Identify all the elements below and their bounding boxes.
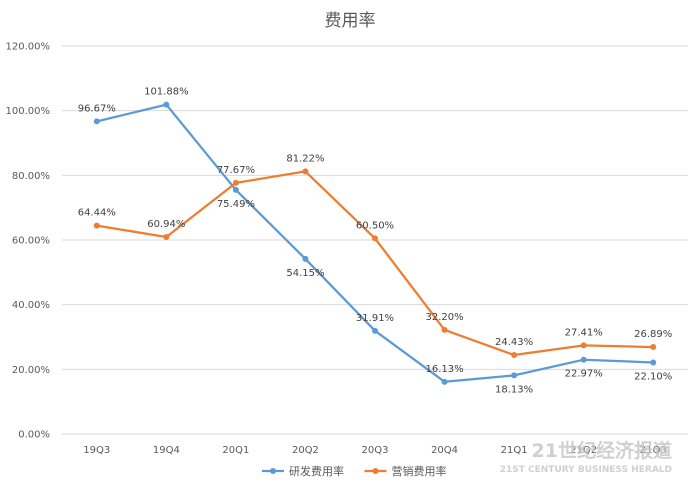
x-axis: 19Q3 19Q4 20Q1 20Q2 20Q3 20Q4 21Q1 21Q2 21Q3 [83,445,666,456]
x-tick-label: 21Q2 [570,445,597,456]
data-point [511,372,518,379]
data-point [232,179,239,186]
x-tick-label: 20Q1 [222,445,249,456]
data-label: 27.41% [565,327,603,338]
data-label: 96.67% [78,103,116,114]
x-tick-label: 20Q4 [431,445,458,456]
x-tick-label: 21Q3 [640,445,667,456]
watermark: 21世纪经济报道 21ST CENTURY BUSINESS HERALD [500,439,672,475]
data-point [93,118,100,125]
data-label: 75.49% [217,199,255,210]
y-axis: 0.00% 20.00% 40.00% 60.00% 80.00% 100.00% 120.… [6,42,51,441]
data-label: 26.89% [634,329,672,340]
data-label: 81.22% [286,153,324,164]
data-label: 54.15% [286,268,324,279]
data-point [441,326,448,333]
data-label: 77.67% [217,165,255,176]
data-label: 64.44% [78,208,116,219]
data-point [302,255,309,262]
y-tick-label: 100.00% [6,106,51,117]
legend-marker [372,468,379,474]
x-tick-label: 21Q1 [501,445,528,456]
y-tick-label: 40.00% [12,300,50,311]
x-tick-label: 20Q3 [362,445,389,456]
legend-label: 研发费用率 [289,464,344,478]
y-tick-label: 80.00% [12,171,50,182]
series-line [95,103,655,383]
chart-title: 费用率 [325,11,376,31]
data-labels: 96.67% 101.88% 75.49% 54.15% 31.91% 16.13% 18.… [78,87,673,396]
data-label: 60.50% [356,220,394,231]
data-label: 60.94% [147,219,185,230]
data-point [372,327,378,334]
data-point [511,352,518,359]
data-label: 32.20% [425,312,463,323]
data-point [580,342,587,349]
data-label: 101.88% [144,87,189,98]
watermark-text-en: 21ST CENTURY BUSINESS HERALD [500,465,672,475]
data-point [650,359,657,366]
data-label: 22.97% [565,369,603,380]
data-point [93,222,100,229]
y-tick-label: 60.00% [12,236,50,247]
data-point [163,233,170,240]
y-tick-label: 0.00% [18,430,50,441]
data-point [232,186,239,193]
data-point [372,235,378,242]
data-point [163,101,170,108]
data-label: 24.43% [495,337,533,348]
grid [62,45,688,435]
data-point [580,356,587,363]
legend-marker [270,468,276,474]
legend: 研发费用率 营销费用率 [262,464,447,478]
data-point [302,168,309,175]
y-tick-label: 20.00% [12,365,50,376]
data-label: 31.91% [356,313,394,324]
y-tick-label: 120.00% [6,42,51,53]
x-tick-label: 19Q4 [153,445,180,456]
x-tick-label: 19Q3 [83,445,110,456]
series-layer [93,101,657,385]
data-label: 18.13% [495,384,533,395]
data-label: 16.13% [425,364,463,375]
x-tick-label: 20Q2 [292,445,319,456]
data-point [650,344,657,351]
watermark-text-cn: 21世纪经济报道 [532,439,672,462]
legend-label: 营销费用率 [392,464,447,478]
data-label: 22.10% [634,372,672,383]
data-point [441,378,448,385]
